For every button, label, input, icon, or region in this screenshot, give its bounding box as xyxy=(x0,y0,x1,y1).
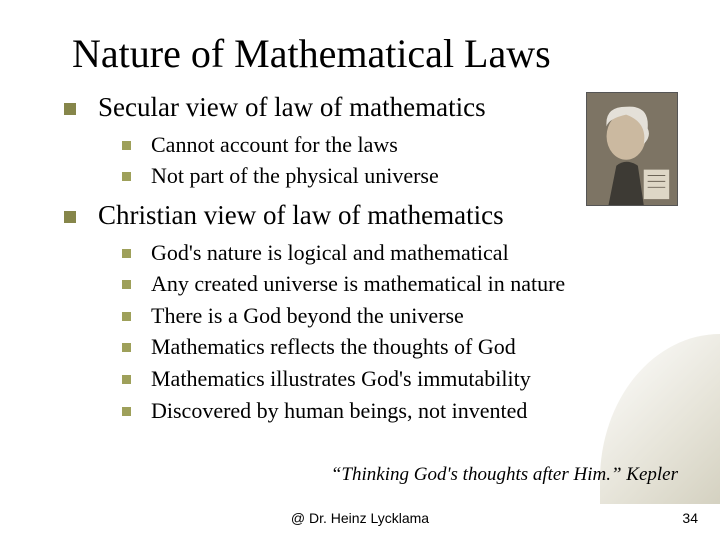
square-bullet-icon xyxy=(122,407,131,416)
bullet-l2-text: Not part of the physical universe xyxy=(151,162,439,191)
bullet-l2-text: Cannot account for the laws xyxy=(151,131,398,160)
bullet-l2: God's nature is logical and mathematical xyxy=(122,239,684,268)
bullet-l2-text: Any created universe is mathematical in … xyxy=(151,270,565,299)
footer-author: @ Dr. Heinz Lycklama xyxy=(0,510,720,526)
square-bullet-icon xyxy=(122,343,131,352)
bullet-l2-text: God's nature is logical and mathematical xyxy=(151,239,509,268)
bullet-l2-text: Mathematics illustrates God's immutabili… xyxy=(151,365,531,394)
square-bullet-icon xyxy=(64,211,76,223)
square-bullet-icon xyxy=(122,172,131,181)
slide: Nature of Mathematical Laws Secular view… xyxy=(0,0,720,540)
bullet-l1-text: Christian view of law of mathematics xyxy=(98,199,504,233)
slide-number: 34 xyxy=(682,510,698,526)
square-bullet-icon xyxy=(122,312,131,321)
bullet-l1-children: God's nature is logical and mathematical… xyxy=(122,239,684,426)
square-bullet-icon xyxy=(122,249,131,258)
bullet-l2-text: Discovered by human beings, not invented xyxy=(151,397,527,426)
einstein-portrait xyxy=(586,92,678,206)
bullet-l2: Any created universe is mathematical in … xyxy=(122,270,684,299)
square-bullet-icon xyxy=(64,103,76,115)
slide-title: Nature of Mathematical Laws xyxy=(72,30,684,77)
bullet-l2: Discovered by human beings, not invented xyxy=(122,397,684,426)
bullet-l2-text: There is a God beyond the universe xyxy=(151,302,464,331)
quote-text: “Thinking God's thoughts after Him.” Kep… xyxy=(331,464,678,486)
bullet-l2: Mathematics illustrates God's immutabili… xyxy=(122,365,684,394)
bullet-l1-text: Secular view of law of mathematics xyxy=(98,91,486,125)
square-bullet-icon xyxy=(122,280,131,289)
square-bullet-icon xyxy=(122,141,131,150)
bullet-l2: There is a God beyond the universe xyxy=(122,302,684,331)
bullet-l2: Mathematics reflects the thoughts of God xyxy=(122,333,684,362)
square-bullet-icon xyxy=(122,375,131,384)
bullet-l2-text: Mathematics reflects the thoughts of God xyxy=(151,333,516,362)
